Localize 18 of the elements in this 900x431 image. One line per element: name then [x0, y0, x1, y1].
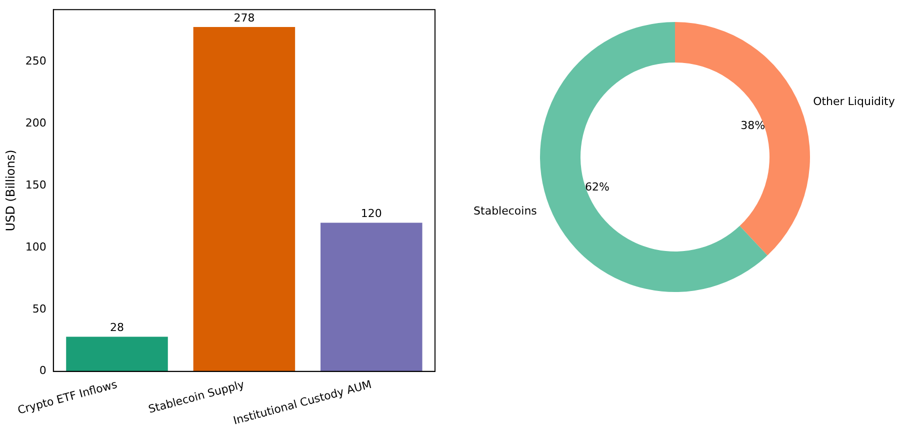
bar [66, 336, 168, 372]
y-tick-label: 100 [25, 240, 46, 254]
y-tick-label: 200 [25, 116, 46, 130]
y-axis-title: USD (Billions) [3, 150, 18, 232]
data-label: 62% [584, 180, 610, 194]
data-label: 28 [110, 321, 124, 334]
bar [193, 26, 296, 372]
y-tick-label: 0 [39, 364, 46, 378]
data-label: 120 [360, 207, 382, 220]
slice-label: Other Liquidity [813, 95, 896, 108]
y-tick-label: 150 [25, 178, 46, 192]
data-label: 278 [234, 11, 255, 24]
y-tick-label: 50 [32, 302, 46, 316]
bar [320, 222, 422, 372]
x-tick-label: Crypto ETF Inflows [16, 378, 119, 417]
data-label: 38% [740, 119, 766, 132]
y-tick-label: 250 [25, 54, 46, 68]
slice-label: Stablecoins [474, 204, 538, 218]
